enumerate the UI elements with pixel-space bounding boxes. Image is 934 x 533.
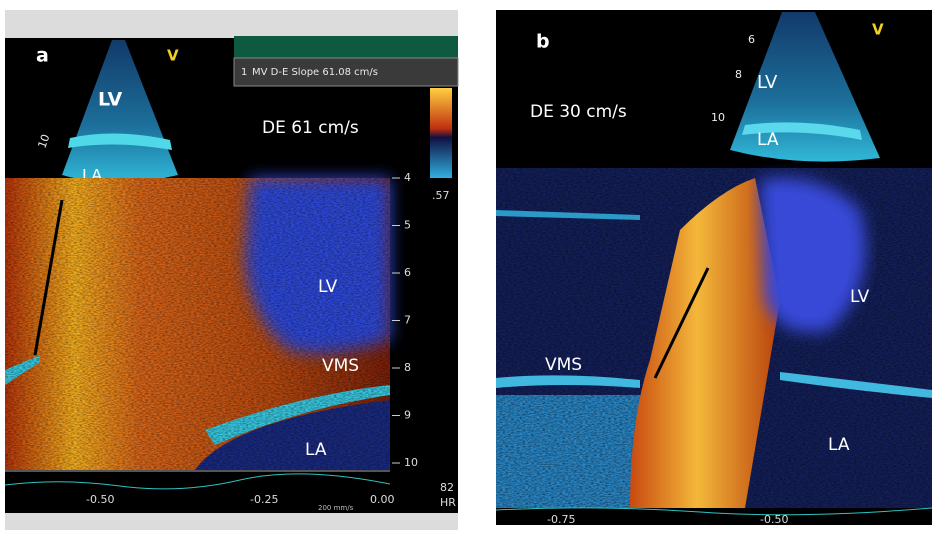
color-bar [430, 88, 452, 178]
structure-label: LA [305, 440, 327, 460]
depth-tick-label: 7 [404, 314, 411, 327]
sector-label: LV [757, 72, 778, 93]
panel-label: a [36, 45, 49, 67]
depth-tick-label: 9 [404, 409, 411, 422]
figure: a V LV LA 10 1 MV D-E Slope 61.08 cm/s .… [0, 0, 934, 533]
readout-header [234, 36, 458, 58]
marker: V [167, 47, 179, 65]
depth-tick-label: 4 [404, 171, 411, 184]
structure-label: VMS [322, 356, 359, 376]
time-tick-label: -0.50 [760, 513, 788, 526]
readout-index: 1 [241, 67, 247, 78]
marker: V [872, 21, 884, 39]
sweep-speed: 200 mm/s [318, 504, 354, 512]
sector-label: LA [757, 130, 779, 150]
structure-label: LA [828, 435, 850, 455]
time-tick-label: -0.50 [86, 493, 114, 506]
depth-tick-label: 5 [404, 219, 411, 232]
structure-label: LV [850, 287, 870, 307]
color-bar-label: .57 [432, 189, 450, 202]
depth-tick-label: 8 [404, 361, 411, 374]
measurement: DE 30 cm/s [530, 102, 627, 122]
speckle [496, 395, 641, 508]
heart-rate-unit: HR [440, 496, 456, 509]
depth-tick-label: 10 [404, 456, 418, 469]
readout-text: MV D-E Slope 61.08 cm/s [252, 67, 378, 78]
depth-tick-label: 6 [404, 266, 411, 279]
depth-label: 10 [711, 111, 725, 124]
sector-label: LV [98, 89, 122, 111]
measurement: DE 61 cm/s [262, 118, 359, 138]
structure-label: VMS [545, 355, 582, 375]
heart-rate: 82 [440, 481, 454, 494]
time-tick-label: -0.25 [250, 493, 278, 506]
structure-label: LV [318, 277, 338, 297]
panel-b: b V LV LA 6 8 10 DE 30 cm/s VMS LV LA -0… [496, 10, 932, 526]
time-tick-label: 0.00 [370, 493, 395, 506]
time-tick-label: -0.75 [547, 513, 575, 526]
speckle [5, 178, 390, 470]
depth-label: 8 [735, 68, 742, 81]
time-strip [5, 470, 458, 513]
panel-label: b [536, 31, 550, 53]
depth-label: 6 [748, 33, 755, 46]
panel-a: a V LV LA 10 1 MV D-E Slope 61.08 cm/s .… [5, 10, 458, 530]
